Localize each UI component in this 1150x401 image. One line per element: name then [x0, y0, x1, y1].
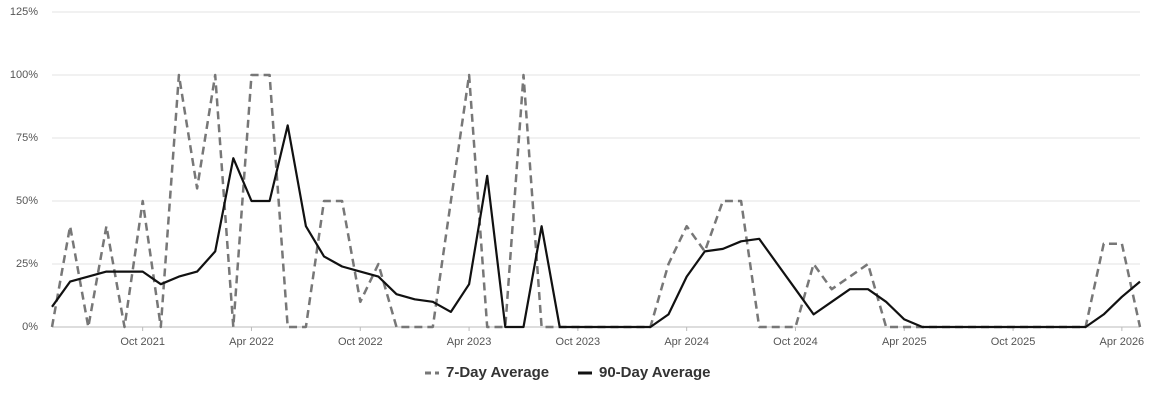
y-tick-label: 25% [16, 258, 38, 270]
y-tick-label: 100% [10, 69, 38, 81]
legend-label: 7-Day Average [446, 364, 549, 381]
x-tick-label: Oct 2023 [556, 336, 601, 348]
x-tick-label: Apr 2026 [1100, 336, 1145, 348]
series-line [51, 124, 1141, 329]
x-tick-label: Oct 2024 [773, 336, 818, 348]
y-tick-label: 0% [22, 321, 38, 333]
x-tick-label: Apr 2025 [882, 336, 927, 348]
y-tick-label: 50% [16, 195, 38, 207]
y-tick-label: 125% [10, 6, 38, 18]
x-tick-label: Apr 2023 [447, 336, 492, 348]
legend-label: 90-Day Average [599, 364, 710, 381]
x-tick-label: Oct 2021 [120, 336, 165, 348]
y-tick-label: 75% [16, 132, 38, 144]
x-tick-label: Apr 2024 [664, 336, 709, 348]
x-tick-label: Apr 2022 [229, 336, 274, 348]
x-tick-label: Oct 2025 [991, 336, 1036, 348]
x-tick-label: Oct 2022 [338, 336, 383, 348]
